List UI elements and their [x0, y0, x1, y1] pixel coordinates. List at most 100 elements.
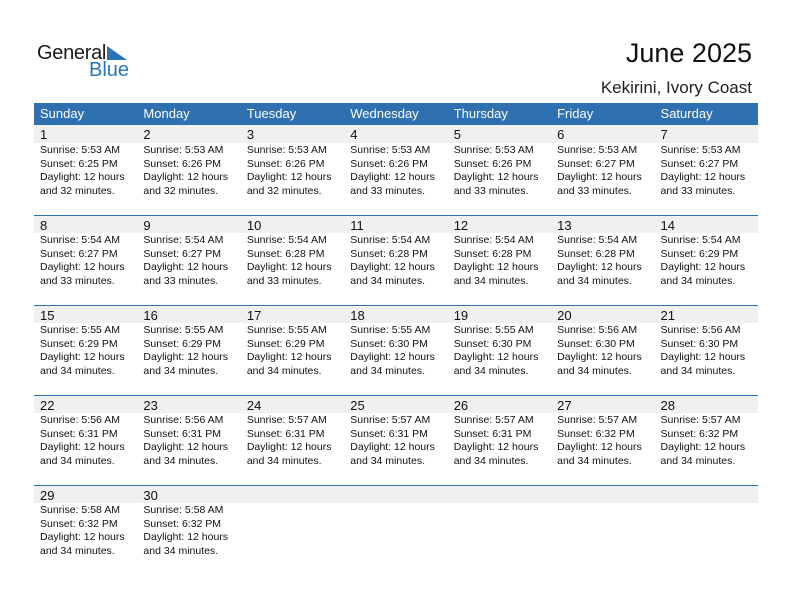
daylight: Daylight: 12 hours — [40, 441, 125, 454]
day-cell: 3 Sunrise: 5:53 AM Sunset: 6:26 PM Dayli… — [240, 125, 345, 215]
sunset: Sunset: 6:28 PM — [246, 247, 325, 260]
day-number: 23 — [137, 396, 241, 413]
day-number: 12 — [447, 216, 552, 233]
daylight-minutes: and 34 minutes. — [453, 454, 529, 467]
daylight: Daylight: 12 hours — [660, 171, 746, 184]
sunset: Sunset: 6:31 PM — [350, 427, 428, 440]
sunrise: Sunrise: 5:57 AM — [557, 414, 638, 426]
daylight: Daylight: 12 hours — [40, 171, 125, 184]
day-cell: 6 Sunrise: 5:53 AM Sunset: 6:27 PM Dayli… — [551, 125, 655, 215]
day-number: 14 — [654, 216, 758, 233]
day-number: 26 — [447, 396, 552, 413]
daylight-minutes: and 34 minutes. — [557, 274, 632, 287]
day-cell: 17 Sunrise: 5:55 AM Sunset: 6:29 PM Dayl… — [240, 306, 345, 396]
sunrise: Sunrise: 5:55 AM — [350, 324, 431, 336]
sunrise: Sunrise: 5:54 AM — [246, 234, 327, 246]
day-number: 4 — [344, 125, 448, 143]
daylight-minutes: and 34 minutes. — [40, 364, 115, 377]
sunrise: Sunrise: 5:56 AM — [143, 414, 224, 426]
empty-cell — [240, 486, 345, 576]
daylight-minutes: and 33 minutes. — [246, 274, 322, 287]
day-cell: 25 Sunrise: 5:57 AM Sunset: 6:31 PM Dayl… — [344, 396, 448, 486]
daylight-minutes: and 34 minutes. — [143, 544, 219, 557]
day-number: 2 — [137, 125, 241, 143]
sunrise: Sunrise: 5:55 AM — [143, 324, 224, 336]
daylight-minutes: and 34 minutes. — [660, 364, 736, 377]
daylight-minutes: and 33 minutes. — [453, 184, 529, 197]
day-cell: 2 Sunrise: 5:53 AM Sunset: 6:26 PM Dayli… — [137, 125, 241, 215]
sunset: Sunset: 6:29 PM — [143, 337, 222, 350]
day-cell: 30 Sunrise: 5:58 AM Sunset: 6:32 PM Dayl… — [137, 486, 241, 576]
daylight: Daylight: 12 hours — [143, 351, 229, 364]
day-cell: 23 Sunrise: 5:56 AM Sunset: 6:31 PM Dayl… — [137, 396, 241, 486]
week-row: 15 Sunrise: 5:55 AM Sunset: 6:29 PM Dayl… — [34, 305, 758, 396]
sunset: Sunset: 6:28 PM — [453, 247, 532, 260]
sunrise: Sunrise: 5:54 AM — [557, 234, 638, 246]
daylight: Daylight: 12 hours — [350, 441, 435, 454]
day-cell: 10 Sunrise: 5:54 AM Sunset: 6:28 PM Dayl… — [240, 216, 345, 306]
sunrise: Sunrise: 5:54 AM — [660, 234, 741, 246]
daylight-minutes: and 32 minutes. — [143, 184, 219, 197]
daylight-minutes: and 33 minutes. — [143, 274, 219, 287]
sunset: Sunset: 6:31 PM — [453, 427, 532, 440]
daylight-minutes: and 34 minutes. — [350, 364, 425, 377]
sunset: Sunset: 6:26 PM — [246, 157, 325, 170]
daylight: Daylight: 12 hours — [557, 441, 642, 454]
day-number: 15 — [34, 306, 138, 323]
daylight-minutes: and 34 minutes. — [660, 454, 736, 467]
day-number: 20 — [551, 306, 655, 323]
day-number: 30 — [137, 486, 241, 503]
daylight-minutes: and 33 minutes. — [557, 184, 632, 197]
sunrise: Sunrise: 5:55 AM — [453, 324, 534, 336]
daylight-minutes: and 34 minutes. — [40, 544, 115, 557]
daylight-minutes: and 34 minutes. — [246, 454, 322, 467]
empty-cell — [344, 486, 448, 576]
day-number: 27 — [551, 396, 655, 413]
sunset: Sunset: 6:28 PM — [557, 247, 635, 260]
sunrise: Sunrise: 5:53 AM — [660, 144, 741, 156]
daylight: Daylight: 12 hours — [143, 261, 229, 274]
daylight: Daylight: 12 hours — [143, 441, 229, 454]
empty-strip — [551, 486, 655, 503]
sunset: Sunset: 6:29 PM — [246, 337, 325, 350]
weekday-friday: Friday — [557, 106, 594, 121]
sunset: Sunset: 6:31 PM — [40, 427, 118, 440]
daylight: Daylight: 12 hours — [246, 171, 332, 184]
daylight-minutes: and 33 minutes. — [350, 184, 425, 197]
daylight: Daylight: 12 hours — [143, 171, 229, 184]
weekday-sunday: Sunday — [40, 106, 85, 121]
sunset: Sunset: 6:31 PM — [143, 427, 222, 440]
sunrise: Sunrise: 5:58 AM — [40, 504, 120, 516]
day-number: 10 — [240, 216, 345, 233]
daylight-minutes: and 34 minutes. — [557, 454, 632, 467]
sunset: Sunset: 6:26 PM — [350, 157, 428, 170]
daylight: Daylight: 12 hours — [350, 261, 435, 274]
day-cell: 20 Sunrise: 5:56 AM Sunset: 6:30 PM Dayl… — [551, 306, 655, 396]
day-number: 9 — [137, 216, 241, 233]
logo-general: General — [37, 42, 107, 64]
sunset: Sunset: 6:30 PM — [453, 337, 532, 350]
logo: General Blue — [37, 42, 137, 82]
day-number: 7 — [654, 125, 758, 143]
day-cell: 16 Sunrise: 5:55 AM Sunset: 6:29 PM Dayl… — [137, 306, 241, 396]
daylight-minutes: and 34 minutes. — [453, 274, 529, 287]
empty-strip — [654, 486, 758, 503]
day-number: 13 — [551, 216, 655, 233]
daylight: Daylight: 12 hours — [40, 261, 125, 274]
day-number: 19 — [447, 306, 552, 323]
daylight: Daylight: 12 hours — [557, 171, 642, 184]
daylight: Daylight: 12 hours — [246, 441, 332, 454]
logo-blue: Blue — [89, 59, 130, 81]
sunrise: Sunrise: 5:53 AM — [40, 144, 120, 156]
empty-cell — [654, 486, 758, 576]
daylight: Daylight: 12 hours — [557, 351, 642, 364]
sunset: Sunset: 6:29 PM — [40, 337, 118, 350]
daylight: Daylight: 12 hours — [660, 441, 746, 454]
day-cell: 19 Sunrise: 5:55 AM Sunset: 6:30 PM Dayl… — [447, 306, 552, 396]
daylight: Daylight: 12 hours — [453, 351, 539, 364]
day-number: 16 — [137, 306, 241, 323]
daylight: Daylight: 12 hours — [453, 171, 539, 184]
day-cell: 29 Sunrise: 5:58 AM Sunset: 6:32 PM Dayl… — [34, 486, 138, 576]
daylight: Daylight: 12 hours — [350, 171, 435, 184]
sunset: Sunset: 6:27 PM — [660, 157, 739, 170]
